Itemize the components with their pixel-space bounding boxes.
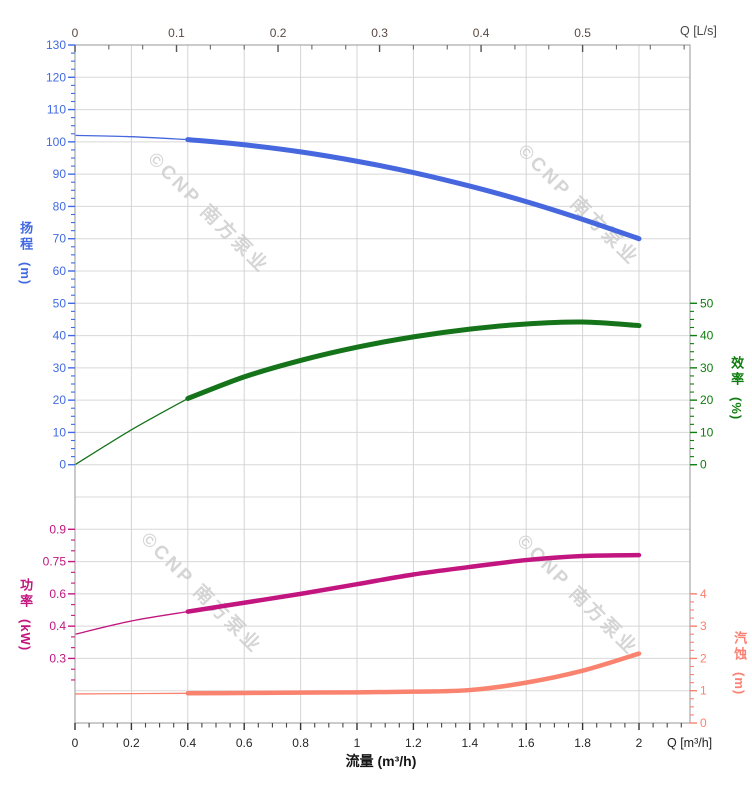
curve-npsh [185,651,642,696]
tick-label-head: 50 [53,296,67,310]
tick-label-npsh: 0 [700,716,707,730]
tick-label-top: 0.2 [270,26,287,40]
tick-label-head: 90 [53,167,67,181]
curve-power-thin [74,610,188,635]
tick-label-bottom: 1.2 [405,736,422,750]
npsh-axis-unit: (m) [732,672,748,696]
curve-efficiency-thin [74,397,189,466]
tick-label-top: 0 [72,26,79,40]
curve-efficiency [185,319,642,402]
bottom-axis-unit-label: Q [m³/h] [667,736,713,750]
tick-label-top: 0.3 [371,26,388,40]
tick-label-head: 20 [53,393,67,407]
tick-label-npsh: 4 [700,587,707,601]
watermark-text: ©CNP 南方泵业 [512,529,643,660]
tick-label-bottom: 1.8 [574,736,591,750]
tick-label-efficiency: 50 [700,296,714,310]
head-axis-title: 扬程 (m) [12,221,38,285]
x-axis-title: 流量 (m³/h) [345,753,417,769]
power-axis-title: 功率 (kW) [12,578,38,651]
tick-label-bottom: 0.4 [179,736,196,750]
tick-label-head: 0 [59,458,66,472]
tick-label-bottom: 2 [636,736,643,750]
tick-label-power: 0.3 [49,651,66,665]
tick-label-head: 100 [46,135,66,149]
tick-label-bottom: 0.2 [123,736,140,750]
tick-label-bottom: 1.4 [461,736,478,750]
top-axis-unit-label: Q [L/s] [680,24,717,38]
watermark-text: ©CNP 南方泵业 [143,147,274,278]
tick-label-npsh: 3 [700,619,707,633]
tick-label-head: 10 [53,425,67,439]
tick-label-npsh: 2 [700,651,707,665]
tick-label-bottom: 0.6 [236,736,253,750]
tick-label-efficiency: 40 [700,329,714,343]
efficiency-axis-title: 效率 (%) [724,356,748,420]
tick-label-head: 60 [53,264,67,278]
tick-label-efficiency: 30 [700,361,714,375]
tick-label-bottom: 0 [72,736,79,750]
tick-label-power: 0.9 [49,522,66,536]
npsh-axis-title: 汽蚀 (m) [727,631,751,695]
tick-label-head: 120 [46,70,66,84]
watermark-text: ©CNP 南方泵业 [136,527,267,658]
curve-head-thin [74,134,188,141]
curve-power [185,552,642,614]
tick-label-power: 0.6 [49,587,66,601]
tick-label-bottom: 1.6 [518,736,535,750]
power-axis-unit: (kW) [18,619,34,652]
curve-npsh-thin [74,692,188,695]
tick-label-head: 70 [53,232,67,246]
head-axis-unit: (m) [18,262,34,286]
tick-label-bottom: 1 [354,736,361,750]
tick-label-npsh: 1 [700,684,707,698]
npsh-axis-title-text: 汽蚀 [732,631,748,663]
efficiency-axis-title-text: 效率 [729,356,745,388]
curve-head [185,137,642,242]
tick-label-efficiency: 0 [700,458,707,472]
tick-label-top: 0.1 [168,26,185,40]
tick-label-head: 130 [46,38,66,52]
tick-label-head: 80 [53,199,67,213]
tick-label-efficiency: 10 [700,425,714,439]
tick-label-power: 0.75 [43,555,67,569]
tick-label-head: 40 [53,329,67,343]
tick-label-head: 110 [47,103,66,117]
tick-label-top: 0.4 [473,26,490,40]
tick-label-head: 30 [53,361,67,375]
head-axis-title-text: 扬程 [18,221,34,253]
power-axis-title-text: 功率 [18,578,34,610]
efficiency-axis-unit: (%) [729,397,745,421]
tick-label-power: 0.4 [49,619,66,633]
tick-label-efficiency: 20 [700,393,714,407]
tick-label-bottom: 0.8 [292,736,309,750]
tick-label-top: 0.5 [574,26,591,40]
